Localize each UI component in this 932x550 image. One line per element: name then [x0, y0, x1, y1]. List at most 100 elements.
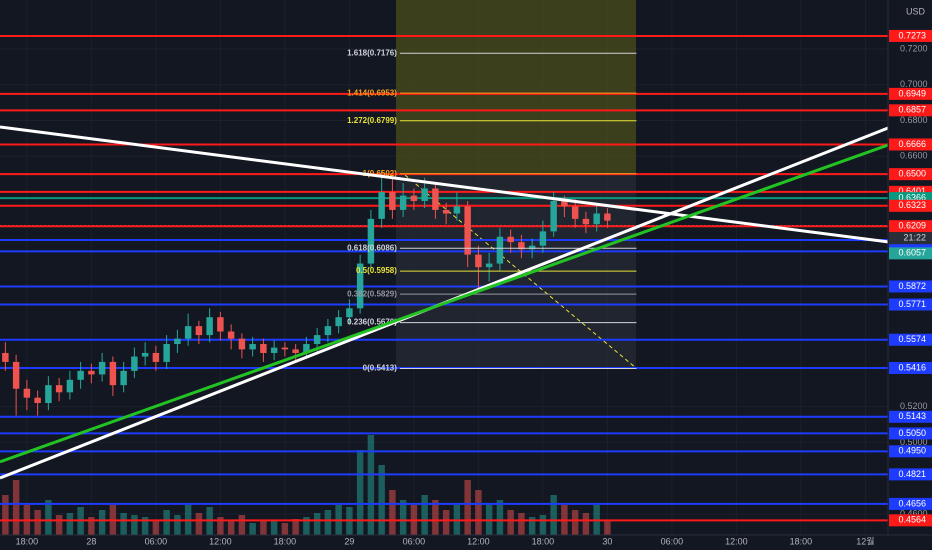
- price-label: 0.6666: [898, 139, 926, 149]
- volume-bar: [45, 500, 52, 535]
- volume-bar: [55, 515, 63, 535]
- price-label-box: [889, 468, 932, 481]
- price-label: 0.6366: [898, 192, 926, 202]
- price-label-box: [889, 298, 932, 311]
- candle-body: [227, 331, 235, 339]
- volume-bar: [260, 520, 267, 535]
- volume-bar: [518, 513, 525, 535]
- price-label: 0.4656: [898, 498, 926, 508]
- volume-bar: [152, 520, 160, 535]
- candle-body: [356, 263, 364, 309]
- volume-bar: [217, 517, 224, 535]
- price-label-box: [889, 87, 932, 100]
- currency: USD: [906, 6, 926, 16]
- candle-body: [152, 352, 160, 362]
- x-tick-label: 06:00: [403, 536, 426, 546]
- candle-body: [249, 344, 256, 350]
- x-tick-label: 12월: [856, 535, 874, 546]
- volume-bar: [141, 517, 149, 535]
- candle-body: [2, 352, 9, 362]
- volume-bar: [195, 513, 203, 535]
- volume-bar: [464, 480, 471, 535]
- volume-bar: [571, 510, 579, 535]
- x-tick-label: 18:00: [274, 536, 297, 546]
- volume-bar: [66, 513, 74, 535]
- price-label-box: [889, 333, 932, 346]
- candle-body: [141, 352, 149, 357]
- countdown-box: [889, 232, 932, 245]
- volume-bar: [238, 515, 246, 535]
- volume-bar: [507, 510, 514, 535]
- volume-bar: [163, 510, 170, 535]
- candle-body: [561, 200, 568, 207]
- price-label: 0.6857: [898, 105, 926, 115]
- fib-label: 0.5(0.5958): [356, 266, 397, 275]
- x-tick-label: 12:00: [725, 536, 748, 546]
- trendlines: [0, 125, 888, 480]
- fib-label: 0.236(0.5670): [347, 318, 397, 327]
- x-tick-label: 28: [86, 536, 96, 546]
- candle-body: [335, 317, 342, 327]
- price-label: 0.4564: [898, 515, 926, 525]
- volume-bar: [270, 521, 278, 535]
- candle-body: [496, 236, 504, 264]
- price-label-box: [889, 220, 932, 233]
- candles: [2, 170, 611, 416]
- price-label-box: [889, 445, 932, 458]
- candle-body: [324, 326, 332, 336]
- y-tick-label: 0.7000: [900, 79, 928, 89]
- y-tick-label: 0.6800: [900, 115, 928, 125]
- candle-body: [206, 317, 213, 336]
- x-tick-label: 30: [602, 536, 612, 546]
- candle-body: [442, 209, 450, 214]
- trendline: [0, 143, 888, 464]
- candle-body: [281, 347, 289, 350]
- price-label-box: [889, 497, 932, 510]
- candle-body: [292, 349, 299, 353]
- volume-bar: [399, 500, 407, 535]
- fibonacci: 1.618(0.7176) 1.414(0.6953) 1.272(0.6799) 1…: [347, 48, 637, 373]
- volume-bar: [120, 513, 127, 535]
- candle-body: [163, 344, 170, 362]
- candle-body: [399, 195, 407, 210]
- volume-bar: [98, 510, 106, 535]
- price-label-box: [889, 280, 932, 293]
- volume-bar: [475, 490, 482, 535]
- candle-body: [507, 236, 514, 243]
- volume-bar: [249, 523, 256, 535]
- axes: 18:00 28 06:00 12:00 18:00 29 06:00 12:00 18:00 3…: [16, 29, 932, 546]
- target-zone: [396, 0, 636, 175]
- candle-body: [120, 370, 127, 386]
- price-label-box: [889, 514, 932, 527]
- price-label: 0.7273: [898, 30, 926, 40]
- fib-label: 0.618(0.6086): [347, 243, 397, 252]
- candle-body: [12, 361, 20, 389]
- fib-label: 1(0.6502): [363, 169, 398, 178]
- candle-body: [389, 192, 396, 210]
- x-tick-label: 12:00: [467, 536, 490, 546]
- price-label-box: [889, 410, 932, 423]
- candle-body: [593, 213, 600, 225]
- volume-bar: [303, 517, 310, 535]
- price-label-box: [889, 247, 932, 260]
- candle-body: [539, 231, 547, 246]
- y-tick-label: 0.5000: [900, 437, 928, 447]
- x-tick-label: 18:00: [532, 536, 555, 546]
- y-tick-label: 0.6600: [900, 151, 928, 161]
- price-label-box: [889, 361, 932, 374]
- candle-body: [303, 344, 310, 353]
- volume-bar: [131, 515, 138, 535]
- volume-bar: [356, 450, 364, 535]
- y-tick-label: 0.5200: [900, 401, 928, 411]
- x-tick-label: 12:00: [209, 536, 232, 546]
- price-label: 0.6401: [898, 186, 926, 196]
- volume-bar: [292, 519, 299, 535]
- candle-body: [485, 263, 493, 268]
- fib-label: 0.382(0.5829): [347, 289, 397, 298]
- fib-label: 0(0.5413): [363, 364, 398, 373]
- candle-body: [217, 317, 224, 332]
- volume-bar: [421, 495, 428, 535]
- candle-body: [378, 192, 385, 219]
